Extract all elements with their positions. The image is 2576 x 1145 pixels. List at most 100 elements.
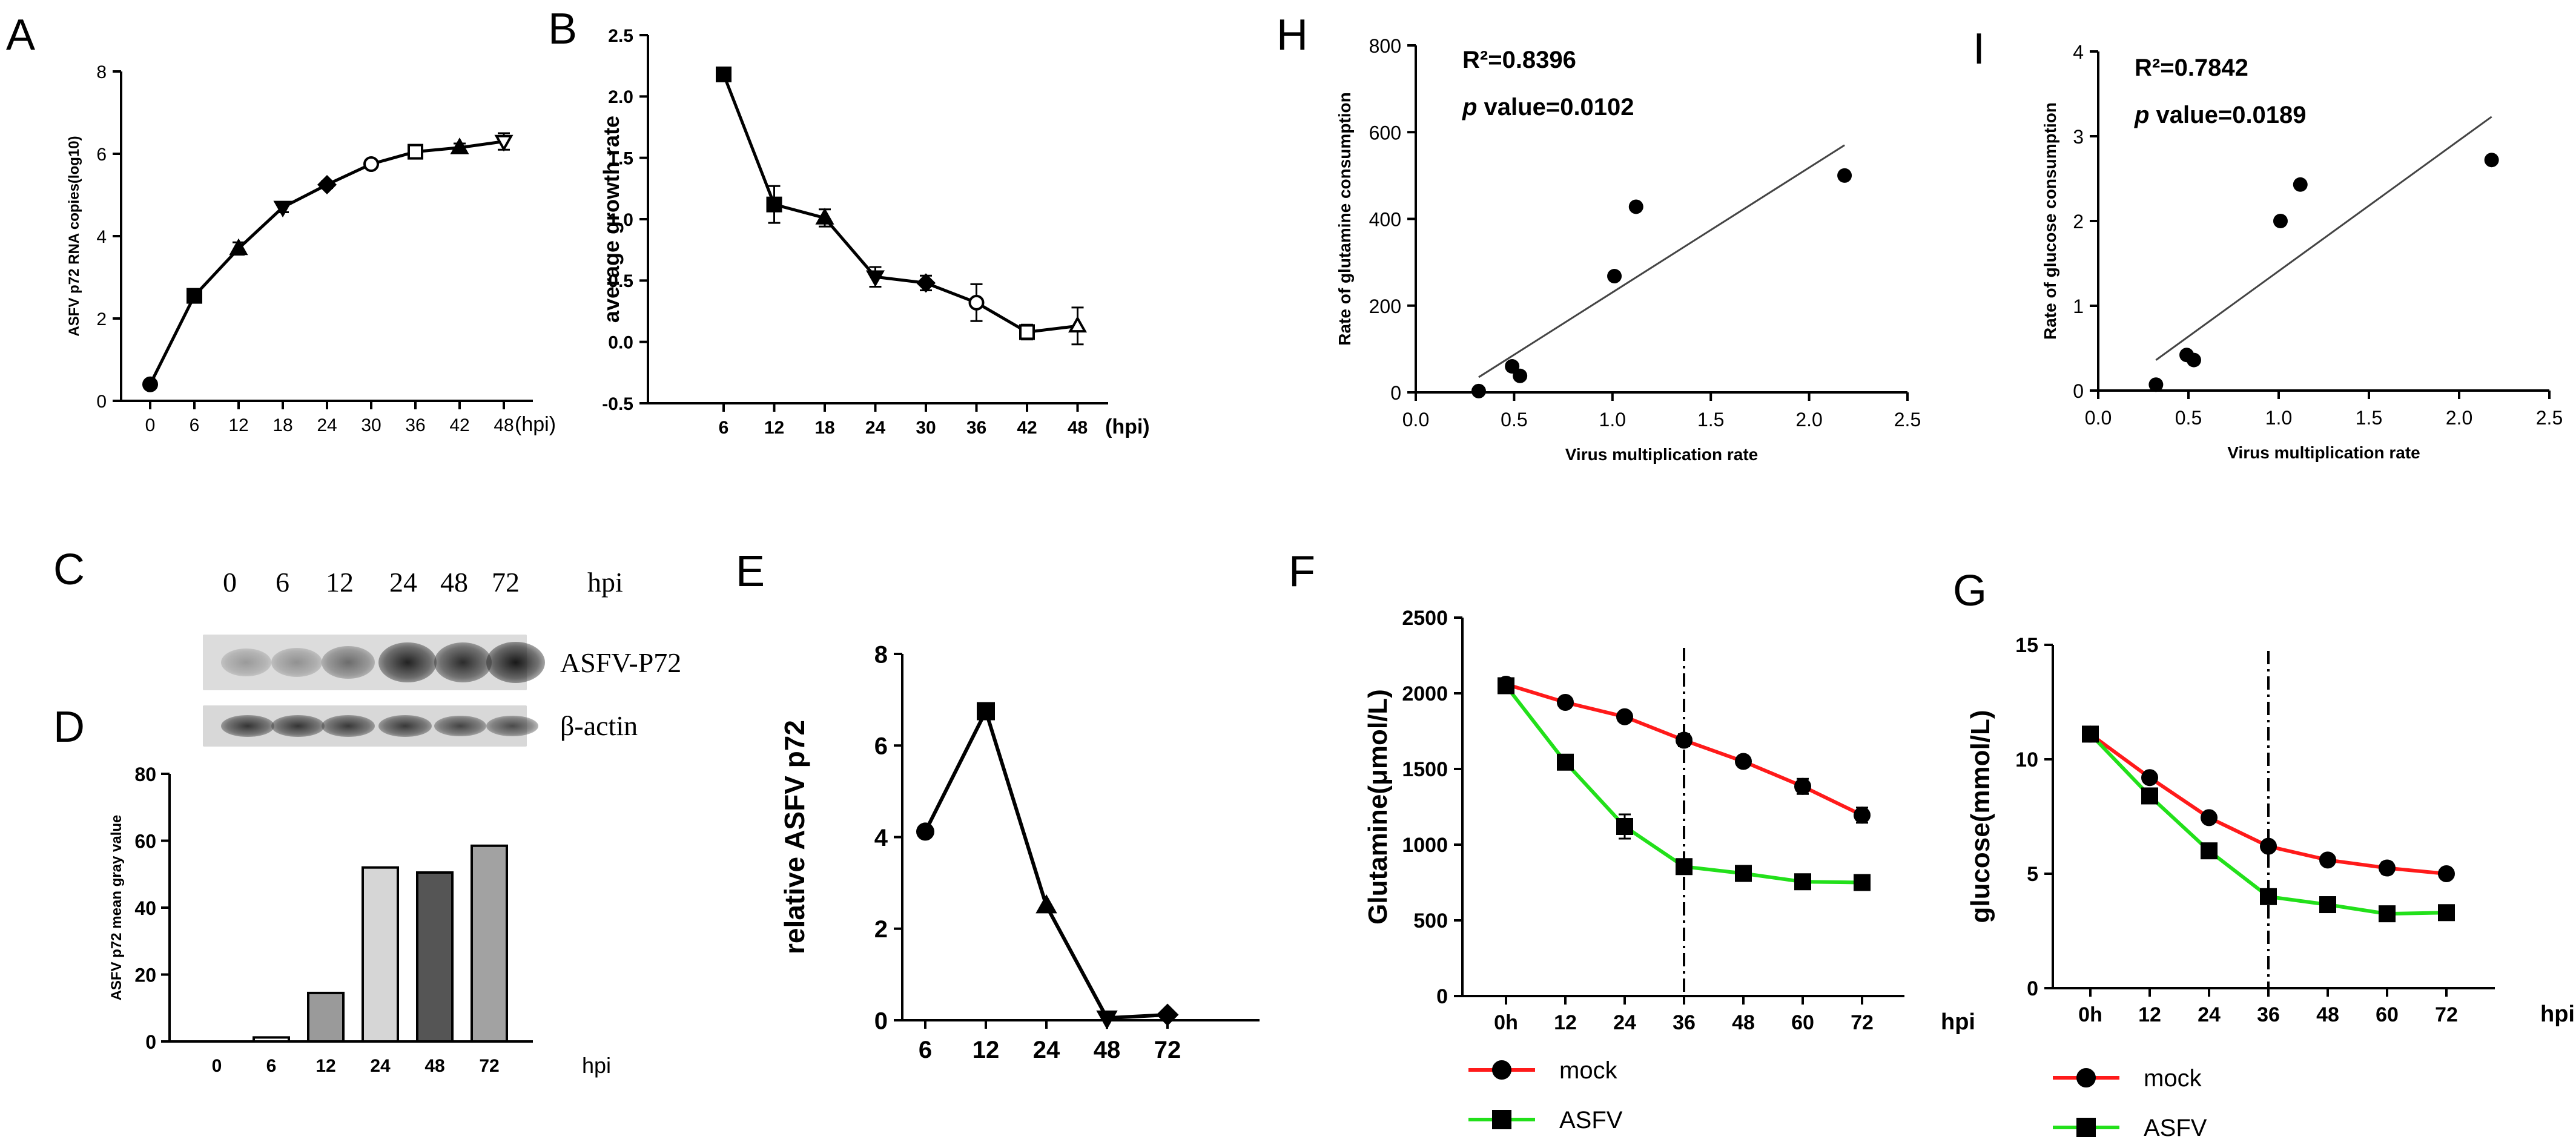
x-tick-label: 2.5 [1894, 409, 1921, 431]
x-tick-label: 12 [973, 1037, 1000, 1063]
data-point [2319, 851, 2336, 869]
blot-band [486, 715, 538, 737]
x-tick-label: 0h [1494, 1011, 1518, 1034]
x-tick-label: 1.5 [2356, 407, 2382, 429]
y-axis-label: Rate of glutamine consumption [1335, 92, 1354, 345]
data-point [1837, 168, 1852, 183]
data-point [1471, 383, 1486, 398]
chart-H: 0 200 400 600 800 0.0 0.5 1.0 1.5 2.0 2.5 Virus mul… [1335, 35, 1921, 464]
blot-band [271, 648, 322, 677]
blot-strip-actin [203, 705, 538, 747]
x-tick-label: 30 [916, 418, 936, 438]
data-point [450, 137, 469, 154]
y-tick-label: 2.0 [608, 87, 633, 107]
data-point [1068, 315, 1088, 333]
x-tick-label: 36 [1673, 1011, 1696, 1034]
x-tick-label: 1.5 [1697, 409, 1724, 431]
blot-band [434, 715, 487, 737]
x-tick-label: 2.0 [1795, 409, 1822, 431]
data-point [273, 200, 292, 218]
x-tick-label: 24 [2198, 1003, 2221, 1026]
x-tick-label: 24 [370, 1056, 391, 1076]
x-tick-label: 48 [1094, 1037, 1121, 1063]
x-tick-label: 36 [405, 415, 425, 435]
data-point [142, 376, 158, 392]
legend-label-mock: mock [2144, 1065, 2202, 1092]
y-axis-label: ASFV p72 RNA copies(log10) [66, 136, 82, 336]
y-axis-label: glucose(mmol/L) [1966, 710, 1995, 923]
data-point [1035, 894, 1057, 914]
y-tick-label: 3 [2073, 126, 2084, 148]
data-point [1505, 359, 1520, 374]
data-point [716, 66, 732, 82]
y-tick-label: 4 [96, 227, 107, 247]
y-tick-label: 0 [1436, 985, 1448, 1008]
annotation-p-italic: p [1462, 94, 1477, 120]
legend-marker-ASFV [2076, 1118, 2096, 1137]
x-tick-label: 72 [1154, 1037, 1181, 1063]
data-point [1854, 807, 1871, 824]
data-point [1676, 731, 1693, 749]
data-point [977, 702, 995, 721]
x-unit-label: hpi [1941, 1009, 1975, 1035]
y-tick-label: 2 [2073, 211, 2084, 233]
y-tick-label: 5 [2027, 863, 2038, 886]
y-tick-label: 0 [874, 1008, 888, 1034]
y-tick-label: 15 [2015, 634, 2038, 657]
y-tick-label: 400 [1369, 209, 1401, 231]
panel-letter-c: C [53, 546, 85, 594]
panel-letter-b: B [548, 5, 577, 53]
x-tick-label: 0 [212, 1056, 222, 1076]
x-tick-label: 0.5 [2175, 407, 2202, 429]
bar [471, 844, 508, 1043]
legend-label-mock: mock [1559, 1057, 1618, 1084]
y-tick-label: 2500 [1402, 607, 1448, 630]
data-point [2438, 904, 2455, 922]
annotation-r2: R²=0.7842 [2135, 54, 2248, 81]
y-tick-label: 1 [2073, 295, 2084, 317]
y-tick-label: 1000 [1402, 834, 1448, 857]
y-axis-label: Glutamine(μmol/L) [1363, 689, 1393, 925]
y-tick-label: 0.0 [608, 332, 633, 352]
x-tick-label: 18 [272, 415, 292, 435]
y-tick-label: 200 [1369, 295, 1401, 317]
y-tick-label: 8 [874, 641, 888, 668]
blot-band [378, 642, 437, 683]
annotation-p-value: value=0.0189 [2149, 102, 2306, 128]
y-tick-label: 2 [874, 916, 888, 943]
legend-label-ASFV: ASFV [1559, 1107, 1623, 1133]
x-tick-label: 30 [361, 415, 381, 435]
blot-band [322, 714, 375, 737]
blot-band [221, 714, 274, 737]
y-tick-label: 0 [145, 1031, 156, 1053]
blot-unit-label: hpi [587, 567, 623, 598]
x-tick-label: 60 [1791, 1011, 1814, 1034]
y-tick-label: 1.0 [608, 210, 633, 230]
chart-B: -0.5 0.0 0.5 1.0 1.5 2.0 2.5 6 12 18 24 30 36 42 48 (hp… [599, 26, 1150, 438]
x-tick-label: 6 [919, 1037, 932, 1063]
x-tick-label: 48 [2316, 1003, 2339, 1026]
data-point [2438, 865, 2455, 882]
data-point [1854, 874, 1871, 891]
bar [307, 991, 345, 1043]
x-tick-label: 6 [719, 418, 729, 438]
blot-strip-p72 [203, 635, 545, 690]
y-axis-label: ASFV p72 mean gray value [108, 815, 125, 1001]
data-point [2201, 809, 2218, 827]
data-point [1557, 694, 1574, 711]
y-tick-label: 1.5 [608, 148, 633, 168]
data-point [1156, 1003, 1179, 1026]
x-tick-label: 12 [2138, 1003, 2161, 1026]
data-point [1794, 777, 1811, 795]
series-line-B [722, 73, 1078, 334]
blot-band [322, 645, 375, 679]
x-tick-label: 42 [1017, 418, 1037, 438]
chart-G: 0 5 10 15 0h 12 24 36 48 60 72 hpi glucose(mmol/L) mo… [1966, 634, 2575, 1141]
x-tick-label: 0.5 [1501, 409, 1527, 431]
x-tick-label: 0.0 [2085, 407, 2112, 429]
x-tick-label: 42 [449, 415, 469, 435]
data-point [1676, 858, 1693, 876]
x-tick-label: 12 [315, 1056, 335, 1076]
